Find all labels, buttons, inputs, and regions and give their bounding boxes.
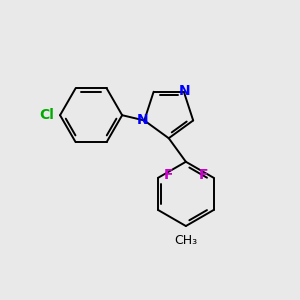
Text: N: N bbox=[137, 113, 148, 128]
Text: Cl: Cl bbox=[39, 108, 54, 122]
Text: F: F bbox=[199, 168, 208, 182]
Text: CH₃: CH₃ bbox=[174, 233, 197, 247]
Text: F: F bbox=[164, 168, 173, 182]
Text: N: N bbox=[179, 84, 191, 98]
